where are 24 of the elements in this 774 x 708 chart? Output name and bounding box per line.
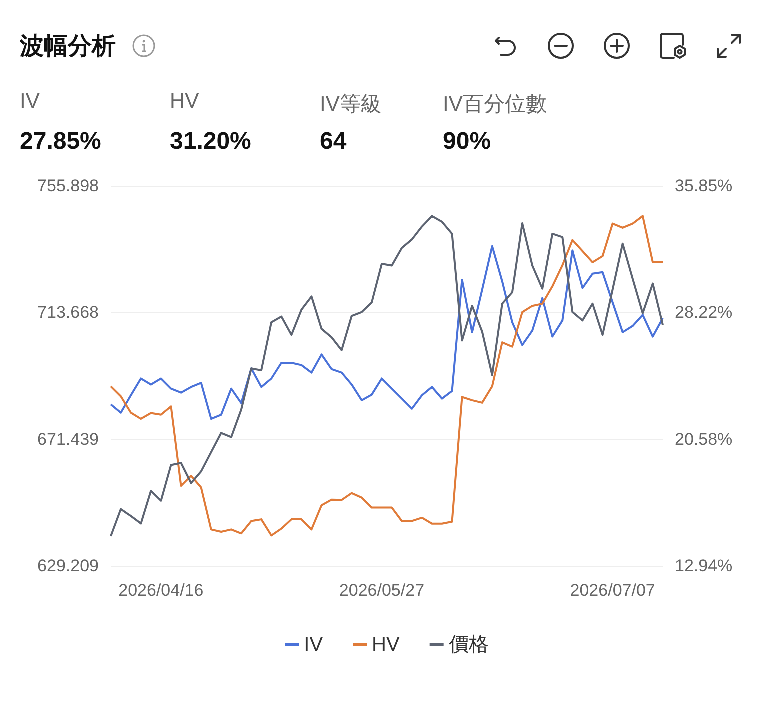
line-series: [110, 245, 664, 420]
legend-label: HV: [372, 634, 400, 656]
y-tick-label: 713.668: [38, 303, 99, 322]
y-tick-label: 755.898: [38, 176, 99, 196]
y2-tick-label: 20.58%: [675, 430, 733, 449]
text: 90%: [443, 128, 492, 155]
text: 27.85%: [20, 128, 102, 155]
text: 波幅分析: [20, 32, 116, 62]
x-tick-label: 2026/05/27: [339, 581, 425, 600]
y2-tick-label: 12.94%: [675, 556, 733, 576]
legend-label: 價格: [448, 634, 489, 656]
category-label: IV百分位數: [443, 92, 548, 118]
category-label: IV等級: [320, 92, 383, 118]
y2-tick-label: 28.22%: [675, 303, 733, 322]
category-label: HV: [170, 90, 200, 115]
text: 31.20%: [170, 128, 252, 155]
x-tick-label: 2026/07/07: [570, 581, 656, 600]
y-tick-label: 629.209: [38, 556, 99, 576]
legend-label: IV: [304, 634, 324, 656]
y2-tick-label: 35.85%: [675, 176, 733, 196]
category-label: IV: [20, 90, 41, 115]
text: 64: [320, 128, 347, 155]
y-tick-label: 671.439: [38, 430, 99, 449]
x-tick-label: 2026/04/16: [118, 581, 204, 600]
